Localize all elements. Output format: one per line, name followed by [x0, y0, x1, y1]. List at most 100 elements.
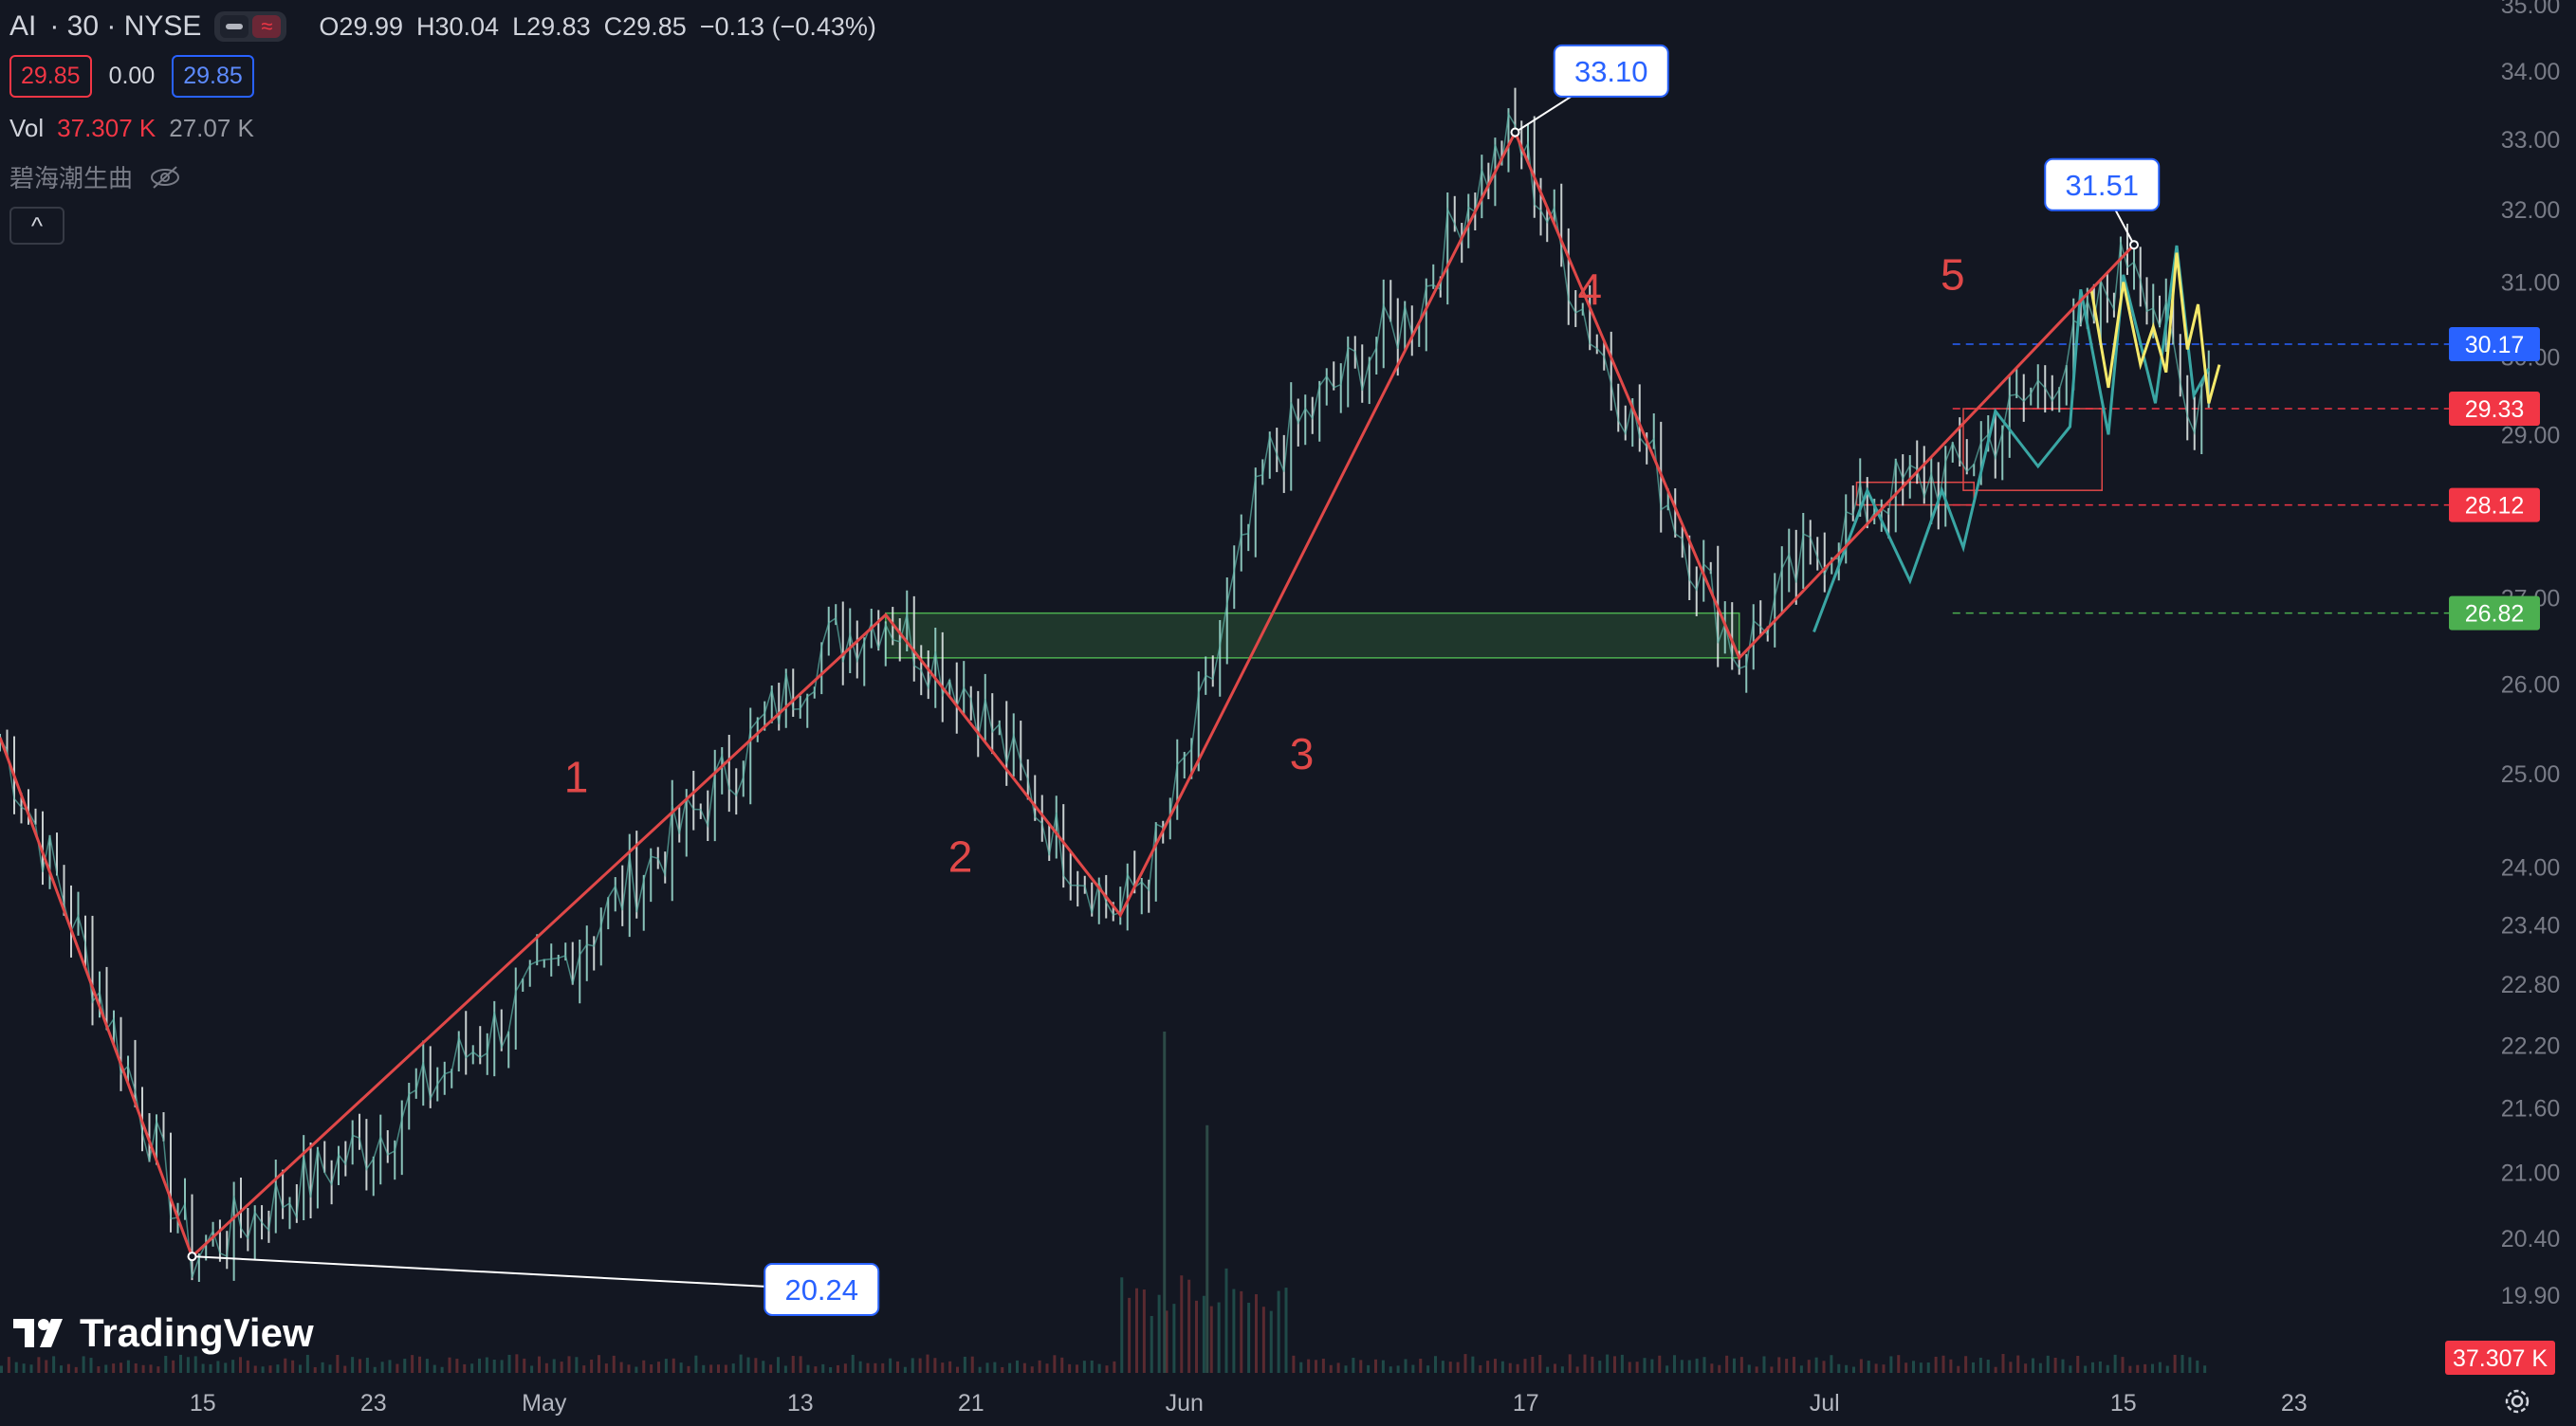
volume-bar — [1426, 1365, 1430, 1373]
volume-bar — [478, 1358, 481, 1373]
volume-bar — [1882, 1364, 1886, 1373]
volume-bar — [1205, 1124, 1209, 1373]
volume-bar — [1165, 1310, 1168, 1373]
minus-icon[interactable] — [220, 15, 249, 38]
volume-bar — [1889, 1356, 1893, 1373]
volume-bar — [1404, 1359, 1408, 1373]
volume-bar — [1598, 1361, 1602, 1373]
wave-label: 5 — [1941, 249, 1965, 299]
indicator-legend[interactable]: 碧海潮生曲 — [9, 159, 182, 194]
volume-bar — [1770, 1366, 1774, 1373]
wave-icon[interactable]: ≈ — [252, 15, 282, 38]
volume-bar — [1978, 1357, 1982, 1373]
volume-label: Vol — [9, 114, 45, 142]
volume-bar — [1523, 1359, 1527, 1373]
y-tick-label: 33.00 — [2501, 127, 2561, 154]
volume-bar — [1232, 1289, 1236, 1373]
volume-bar — [104, 1364, 108, 1373]
volume-bar — [956, 1366, 959, 1373]
volume-bar — [1635, 1362, 1639, 1373]
volume-bar — [1755, 1366, 1758, 1373]
volume-legend[interactable]: Vol 37.307 K 27.07 K — [9, 114, 254, 143]
volume-bar — [112, 1363, 116, 1373]
volume-value: 37.307 K — [57, 114, 156, 142]
volume-bar — [948, 1361, 952, 1373]
volume-bar — [291, 1360, 295, 1373]
interval-exchange[interactable]: · 30 · NYSE — [49, 10, 202, 42]
volume-bar — [1411, 1364, 1415, 1373]
volume-bar — [470, 1363, 474, 1373]
volume-bar — [1240, 1290, 1243, 1373]
volume-bar — [679, 1362, 683, 1373]
volume-bar — [889, 1358, 892, 1373]
teal-wave-line — [1812, 245, 2211, 633]
callout-anchor — [187, 1252, 197, 1262]
volume-bar — [1434, 1356, 1437, 1373]
volume-bar — [2188, 1357, 2192, 1373]
volume-bar — [903, 1366, 907, 1373]
volume-bar — [276, 1364, 280, 1373]
volume-bar — [1904, 1362, 1908, 1373]
price-axis-label: 28.12 — [2465, 493, 2525, 520]
price-axis-label-bg — [2449, 595, 2540, 631]
collapse-legend-button[interactable]: ^ — [9, 207, 64, 245]
volume-bar — [866, 1362, 870, 1373]
volume-bar — [2098, 1361, 2102, 1373]
volume-bar — [1994, 1366, 1997, 1373]
buy-button[interactable]: 29.85 — [172, 55, 254, 98]
y-tick-label: 31.00 — [2501, 270, 2561, 297]
callout-box[interactable] — [764, 1262, 880, 1316]
volume-bar — [239, 1357, 242, 1373]
x-tick-label: 23 — [360, 1390, 387, 1417]
volume-bar — [970, 1356, 974, 1373]
open-value: O29.99 — [319, 11, 403, 41]
volume-bar — [2084, 1365, 2088, 1373]
volume-bar — [2001, 1354, 2005, 1373]
volume-bar — [1419, 1359, 1423, 1373]
spread-value: 0.00 — [108, 63, 156, 89]
volume-bar — [2024, 1363, 2028, 1373]
volume-bar — [814, 1366, 818, 1373]
low-value: L29.83 — [512, 11, 591, 41]
eye-hidden-icon[interactable] — [148, 164, 182, 191]
volume-bar — [1650, 1359, 1654, 1373]
volume-bar — [1531, 1356, 1535, 1373]
volume-bar — [1307, 1359, 1311, 1373]
x-tick-label: Jul — [1810, 1390, 1840, 1417]
volume-bar — [941, 1362, 945, 1373]
volume-bar — [1718, 1364, 1721, 1373]
symbol-name[interactable]: AI — [9, 10, 37, 42]
volume-bar — [1277, 1290, 1280, 1373]
volume-bar — [1329, 1364, 1333, 1373]
volume-bar — [1897, 1355, 1901, 1373]
volume-bar — [933, 1358, 937, 1373]
volume-bar — [1687, 1360, 1691, 1373]
volume-bar — [1964, 1356, 1968, 1373]
y-tick-label: 22.80 — [2501, 972, 2561, 998]
volume-bar — [1807, 1360, 1811, 1373]
callout-box[interactable] — [1553, 44, 1669, 98]
volume-bar — [657, 1362, 660, 1373]
volume-bar — [837, 1364, 839, 1373]
price-axis-label: 29.33 — [2465, 396, 2525, 423]
volume-bar — [1845, 1364, 1849, 1373]
volume-bar — [141, 1364, 145, 1373]
callout-box[interactable] — [2044, 157, 2161, 211]
chart-header: AI · 30 · NYSE ≈ O29.99 H30.04 L29.83 C2… — [9, 8, 876, 46]
gear-icon[interactable] — [2502, 1386, 2532, 1417]
tradingview-logo[interactable]: TradingView — [13, 1310, 314, 1356]
volume-bar — [806, 1364, 810, 1373]
volume-bar — [754, 1358, 758, 1373]
volume-axis-label-bg — [2445, 1341, 2555, 1375]
volume-bar — [702, 1364, 706, 1373]
volume-bar — [1606, 1354, 1610, 1373]
volume-bar — [172, 1360, 175, 1373]
y-tick-label: 29.00 — [2501, 422, 2561, 448]
volume-bar — [1919, 1362, 1923, 1373]
sell-button[interactable]: 29.85 — [9, 55, 92, 98]
volume-bar — [851, 1354, 855, 1373]
volume-bar — [1830, 1355, 1833, 1373]
volume-bar — [560, 1362, 563, 1373]
chart-style-toggle[interactable]: ≈ — [214, 11, 287, 42]
